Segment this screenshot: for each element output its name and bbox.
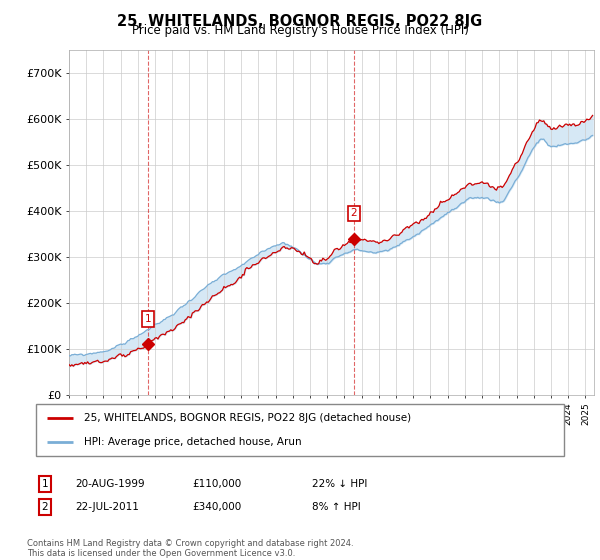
Text: 2: 2 — [41, 502, 49, 512]
Text: 22% ↓ HPI: 22% ↓ HPI — [312, 479, 367, 489]
Text: £110,000: £110,000 — [192, 479, 241, 489]
Text: 1: 1 — [145, 314, 151, 324]
Text: 2: 2 — [350, 208, 357, 218]
Text: HPI: Average price, detached house, Arun: HPI: Average price, detached house, Arun — [83, 437, 301, 447]
Text: 20-AUG-1999: 20-AUG-1999 — [75, 479, 145, 489]
Text: 25, WHITELANDS, BOGNOR REGIS, PO22 8JG (detached house): 25, WHITELANDS, BOGNOR REGIS, PO22 8JG (… — [83, 413, 410, 423]
Text: 8% ↑ HPI: 8% ↑ HPI — [312, 502, 361, 512]
Text: 25, WHITELANDS, BOGNOR REGIS, PO22 8JG: 25, WHITELANDS, BOGNOR REGIS, PO22 8JG — [118, 14, 482, 29]
Text: £340,000: £340,000 — [192, 502, 241, 512]
Text: Contains HM Land Registry data © Crown copyright and database right 2024.
This d: Contains HM Land Registry data © Crown c… — [27, 539, 353, 558]
FancyBboxPatch shape — [36, 404, 564, 456]
Text: Price paid vs. HM Land Registry's House Price Index (HPI): Price paid vs. HM Land Registry's House … — [131, 24, 469, 37]
Text: 1: 1 — [41, 479, 49, 489]
Text: 22-JUL-2011: 22-JUL-2011 — [75, 502, 139, 512]
